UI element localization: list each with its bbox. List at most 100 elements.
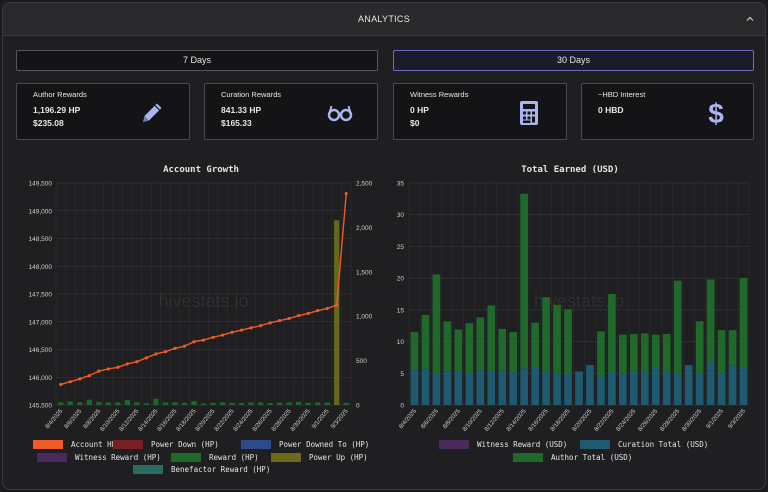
bar-author-total-usd-: [695, 321, 704, 374]
svg-text:$: $: [708, 98, 724, 128]
bar-curation-total-usd-: [443, 371, 452, 405]
bar-curation-total-usd-: [432, 373, 441, 405]
card-value-hbd: 0 HBD: [598, 105, 624, 115]
bar-reward-hp-: [143, 403, 150, 405]
account-hp-point: [173, 346, 177, 350]
card-value-hp: 841.33 HP: [221, 105, 262, 115]
range-30-days-button[interactable]: 30 Days: [393, 50, 754, 71]
bar-author-total-usd-: [421, 314, 430, 369]
y-tick-label-right: 1,000: [356, 314, 373, 321]
bar-author-total-usd-: [531, 322, 539, 367]
legend-item[interactable]: Reward (HP): [171, 452, 259, 462]
bar-reward-hp-: [134, 402, 140, 405]
bar-author-total-usd-: [717, 330, 726, 374]
account-hp-point: [106, 367, 110, 371]
legend-swatch: [133, 464, 163, 474]
account-hp-point: [220, 333, 225, 337]
legend-item[interactable]: Power Up (HP): [271, 452, 368, 462]
legend-swatch: [113, 439, 143, 449]
bar-reward-hp-: [305, 402, 311, 405]
legend-swatch: [33, 439, 63, 449]
x-tick-label: 8/14/2025: [506, 408, 528, 433]
bar-curation-total-usd-: [465, 373, 474, 405]
legend-label: Witness Reward (USD): [477, 439, 568, 449]
account-hp-point: [211, 335, 215, 339]
legend-swatch: [37, 452, 67, 462]
bar-curation-total-usd-: [410, 370, 419, 405]
bar-curation-total-usd-: [706, 362, 715, 405]
bar-curation-total-usd-: [619, 373, 627, 405]
bar-curation-total-usd-: [553, 373, 561, 405]
bar-reward-hp-: [162, 402, 169, 405]
x-tick-label: 9/1/2025: [311, 408, 331, 430]
account-hp-point: [230, 330, 234, 334]
bar-reward-hp-: [124, 400, 131, 405]
bar-curation-total-usd-: [498, 370, 507, 405]
card-value-usd: $0: [410, 118, 420, 128]
account-hp-point: [249, 326, 253, 330]
author-rewards-card: Author Rewards 1,196.29 HP $235.08: [16, 83, 190, 140]
bar-reward-hp-: [276, 402, 283, 405]
account-hp-point: [59, 382, 63, 387]
y-tick-label-left: 149,000: [29, 208, 53, 215]
legend-item[interactable]: Witness Reward (HP): [37, 452, 161, 462]
legend-swatch: [439, 439, 469, 449]
account-hp-point: [258, 324, 263, 328]
bar-reward-hp-: [324, 402, 330, 405]
dollar-icon: $: [708, 98, 724, 128]
bar-curation-total-usd-: [640, 372, 649, 405]
legend-item[interactable]: Account HP: [33, 439, 116, 449]
bar-author-total-usd-: [706, 279, 715, 363]
range-7-days-button[interactable]: 7 Days: [16, 50, 378, 71]
account-hp-point: [201, 338, 206, 342]
account-hp-point: [268, 321, 272, 325]
analytics-header[interactable]: ANALYTICS: [3, 3, 765, 36]
panel-title: ANALYTICS: [357, 14, 411, 24]
account-hp-point: [239, 328, 244, 332]
legend-label: Benefactor Reward (HP): [171, 464, 271, 474]
account-growth-title: Account Growth: [163, 165, 239, 175]
legend-item[interactable]: Author Total (USD): [513, 452, 632, 462]
bar-curation-total-usd-: [630, 371, 638, 405]
account-hp-point: [325, 306, 329, 311]
legend-item[interactable]: Witness Reward (USD): [439, 439, 567, 449]
x-tick-label: 9/3/2025: [727, 408, 747, 430]
bar-reward-hp-: [96, 401, 102, 405]
legend-item[interactable]: Power Downed To (HP): [241, 439, 369, 449]
bar-reward-hp-: [248, 402, 254, 405]
card-title: Author Rewards: [33, 90, 87, 99]
bar-reward-hp-: [219, 402, 226, 405]
legend-item[interactable]: Power Down (HP): [113, 439, 219, 449]
bar-reward-hp-: [67, 401, 73, 405]
chevron-up-icon[interactable]: [745, 14, 755, 24]
bar-author-total-usd-: [673, 280, 682, 374]
bar-curation-total-usd-: [531, 366, 539, 405]
account-hp-point: [116, 365, 120, 369]
legend-item[interactable]: Curation Total (USD): [580, 439, 708, 449]
bar-author-total-usd-: [487, 305, 496, 372]
account-hp-point: [192, 340, 196, 344]
bar-reward-hp-: [153, 398, 159, 405]
legend-item[interactable]: Benefactor Reward (HP): [133, 464, 270, 474]
bar-author-total-usd-: [509, 332, 518, 373]
y-tick-label-left: 149,500: [29, 181, 53, 188]
bar-author-total-usd-: [410, 332, 419, 371]
x-tick-label: 8/28/2025: [659, 408, 681, 433]
bar-reward-hp-: [229, 402, 235, 405]
account-hp-point: [144, 356, 149, 360]
legend-label: Account HP: [71, 439, 117, 449]
bar-curation-total-usd-: [509, 372, 518, 405]
y-tick-label-left: 146,500: [29, 347, 53, 354]
x-tick-label: 9/1/2025: [706, 408, 726, 430]
bar-author-total-usd-: [640, 333, 649, 373]
bar-curation-total-usd-: [564, 373, 572, 405]
bar-author-total-usd-: [542, 297, 550, 373]
y-tick-label: 35: [397, 181, 405, 188]
y-tick-label: 30: [397, 212, 405, 219]
bar-author-total-usd-: [454, 329, 463, 373]
bar-author-total-usd-: [564, 309, 572, 374]
bar-reward-hp-: [58, 402, 64, 405]
account-hp-point: [78, 377, 82, 381]
y-tick-label-right: 1,500: [356, 269, 373, 276]
bar-reward-hp-: [286, 402, 292, 405]
